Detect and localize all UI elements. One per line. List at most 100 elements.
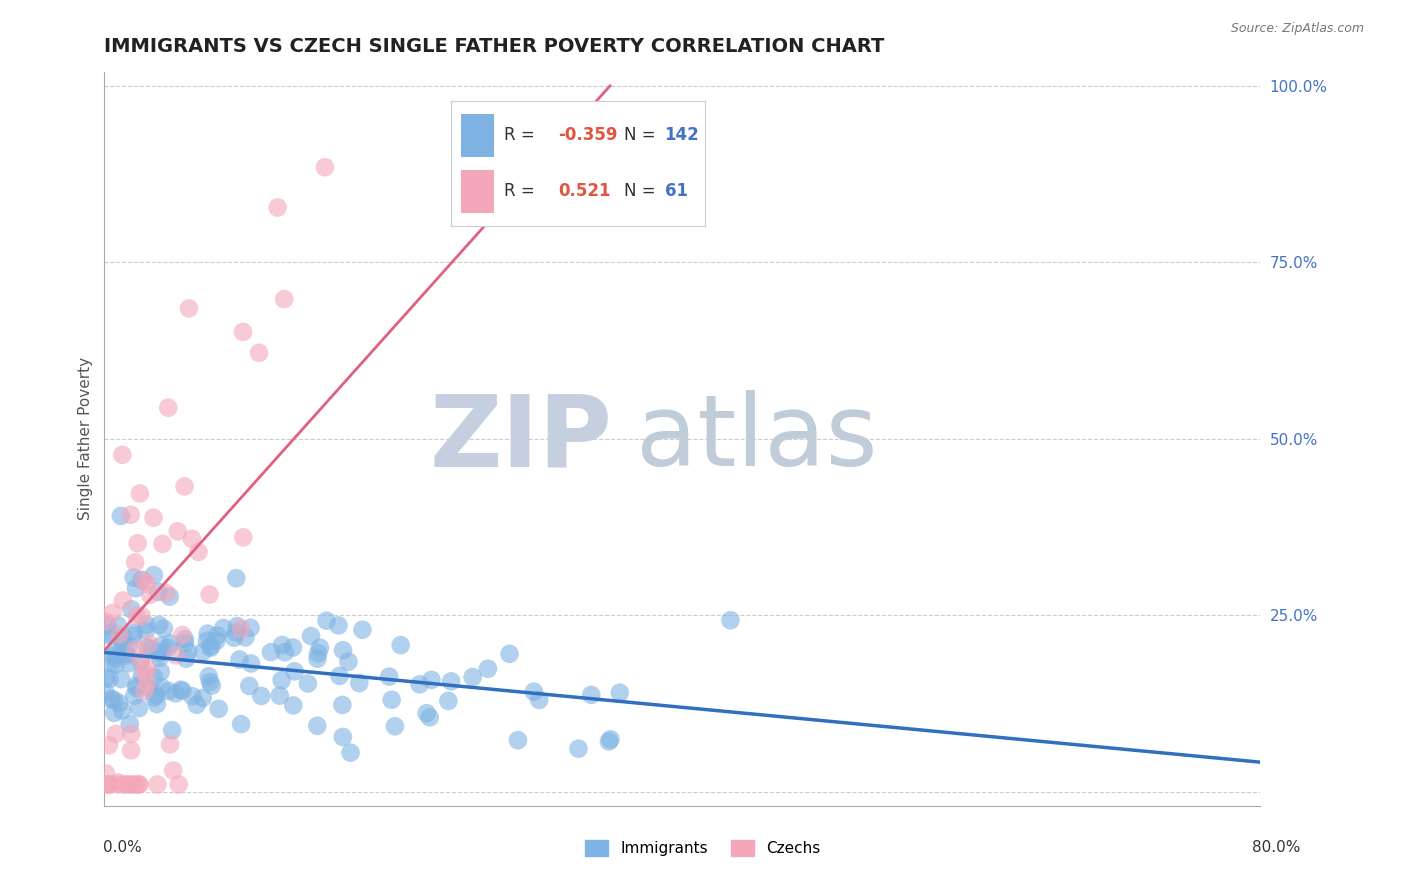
Point [172,628,194,642]
Point [247,346,270,360]
Point [146,697,169,711]
Point [232,530,254,544]
Point [111,704,134,718]
Point [111,448,134,462]
Point [122,626,145,640]
Point [94,766,117,780]
Point [157,640,180,655]
Point [240,657,263,671]
Point [281,640,304,655]
Point [200,639,222,653]
Point [309,640,332,655]
Point [159,590,181,604]
Point [107,618,129,632]
Point [381,692,404,706]
Point [235,631,257,645]
Point [138,637,160,651]
Point [581,688,603,702]
Point [231,622,253,636]
Point [121,777,143,791]
Point [266,201,288,215]
Point [238,679,260,693]
Point [314,160,336,174]
Point [110,508,132,523]
Point [437,694,460,708]
Point [134,684,156,698]
Point [232,325,254,339]
Point [118,639,141,653]
Point [94,671,117,685]
Text: ZIP: ZIP [430,390,613,487]
Point [197,626,219,640]
Point [101,648,124,663]
Point [128,777,150,791]
Point [129,653,152,667]
Point [108,696,131,710]
Point [125,777,148,791]
Point [104,727,127,741]
Point [269,689,291,703]
Point [103,693,125,707]
Point [332,730,354,744]
Point [162,764,184,778]
Point [98,738,121,752]
Text: IMMIGRANTS VS CZECH SINGLE FATHER POVERTY CORRELATION CHART: IMMIGRANTS VS CZECH SINGLE FATHER POVERT… [104,37,884,56]
Point [94,686,117,700]
Point [104,650,127,665]
Point [506,733,529,747]
Point [523,684,546,698]
Point [274,645,297,659]
Point [149,651,172,665]
Point [498,647,520,661]
Point [307,652,329,666]
Point [118,717,141,731]
Point [197,669,219,683]
Point [440,674,463,689]
Point [207,628,229,642]
Point [477,662,499,676]
Point [270,673,292,688]
Point [97,628,120,642]
Point [135,618,157,632]
Point [118,777,141,791]
Point [598,734,620,748]
Point [150,680,173,694]
Point [120,602,142,616]
Point [283,698,305,713]
Point [271,638,294,652]
Point [112,593,135,607]
Point [419,710,441,724]
Point [195,633,218,648]
Point [125,608,148,623]
Point [115,777,138,791]
Point [115,647,138,661]
Point [529,693,551,707]
Point [408,677,430,691]
Point [328,669,350,683]
Point [143,690,166,705]
Point [415,706,437,720]
Point [307,719,329,733]
Point [115,648,138,663]
Point [177,645,200,659]
Point [107,775,129,789]
Point [118,657,141,671]
Point [352,623,374,637]
Point [260,645,283,659]
Point [124,555,146,569]
Point [174,636,197,650]
Point [173,479,195,493]
Point [122,628,145,642]
Point [152,645,174,659]
Point [420,673,443,687]
Point [222,631,245,645]
Point [153,622,176,636]
Text: 0.0%: 0.0% [103,840,142,855]
Point [128,701,150,715]
Point [152,537,174,551]
Point [111,631,134,645]
Point [461,670,484,684]
Point [191,690,214,705]
Text: atlas: atlas [636,390,877,487]
Point [172,683,194,698]
